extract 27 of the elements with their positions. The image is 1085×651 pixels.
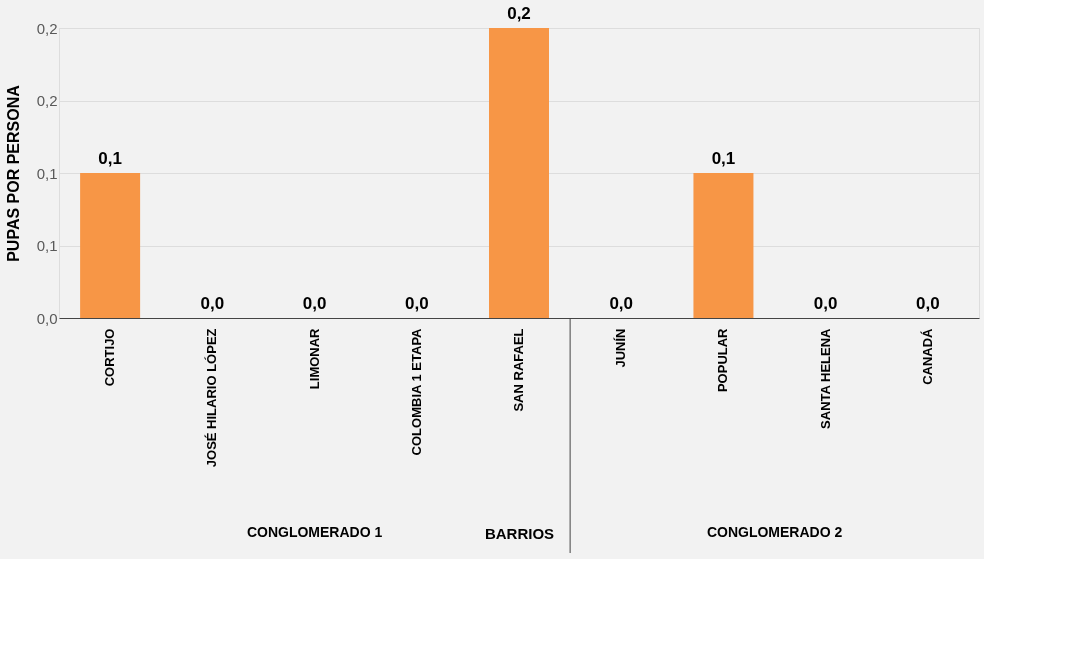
- text: CONGLOMERADO 1: [246, 524, 383, 540]
- x-tick-label: POPULAR: [715, 327, 731, 393]
- x-tick-label: COLOMBIA 1 ETAPA: [408, 327, 424, 456]
- y-tick-label: 0,2: [36, 19, 58, 37]
- y-axis-title: PUPAS POR PERSONA: [4, 84, 22, 262]
- x-tick-label: SAN RAFAEL: [511, 328, 526, 412]
- x-tick-label: LIMONAR: [306, 327, 322, 390]
- x-tick-label: JOSÉ HILARIO LÓPEZ: [204, 328, 220, 468]
- y-tick-label: 0,1: [36, 237, 58, 254]
- x-tick-label: CORTIJO: [102, 328, 118, 387]
- y-tick-label: 0,2: [36, 92, 58, 109]
- y-tick-label: 0,0: [36, 309, 58, 327]
- x-axis-title: BARRIOS: [484, 525, 555, 543]
- data-label: 0,0: [916, 294, 940, 313]
- data-label: 0,0: [609, 294, 634, 313]
- x-tick-label: CANADÁ: [919, 327, 935, 385]
- data-label: 0,1: [711, 149, 736, 168]
- data-label: 0,0: [404, 294, 429, 313]
- data-label: 0,0: [813, 294, 838, 313]
- data-label: 0,1: [98, 149, 122, 168]
- x-tick-label: SANTA HELENA: [817, 327, 833, 429]
- text: CONGLOMERADO 2: [706, 524, 843, 540]
- data-label: 0,0: [302, 294, 327, 313]
- data-label: 0,2: [507, 4, 531, 23]
- y-tick-label: 0,1: [36, 164, 58, 182]
- x-tick-label: JUNÍN: [613, 328, 629, 368]
- data-label: 0,0: [200, 294, 225, 313]
